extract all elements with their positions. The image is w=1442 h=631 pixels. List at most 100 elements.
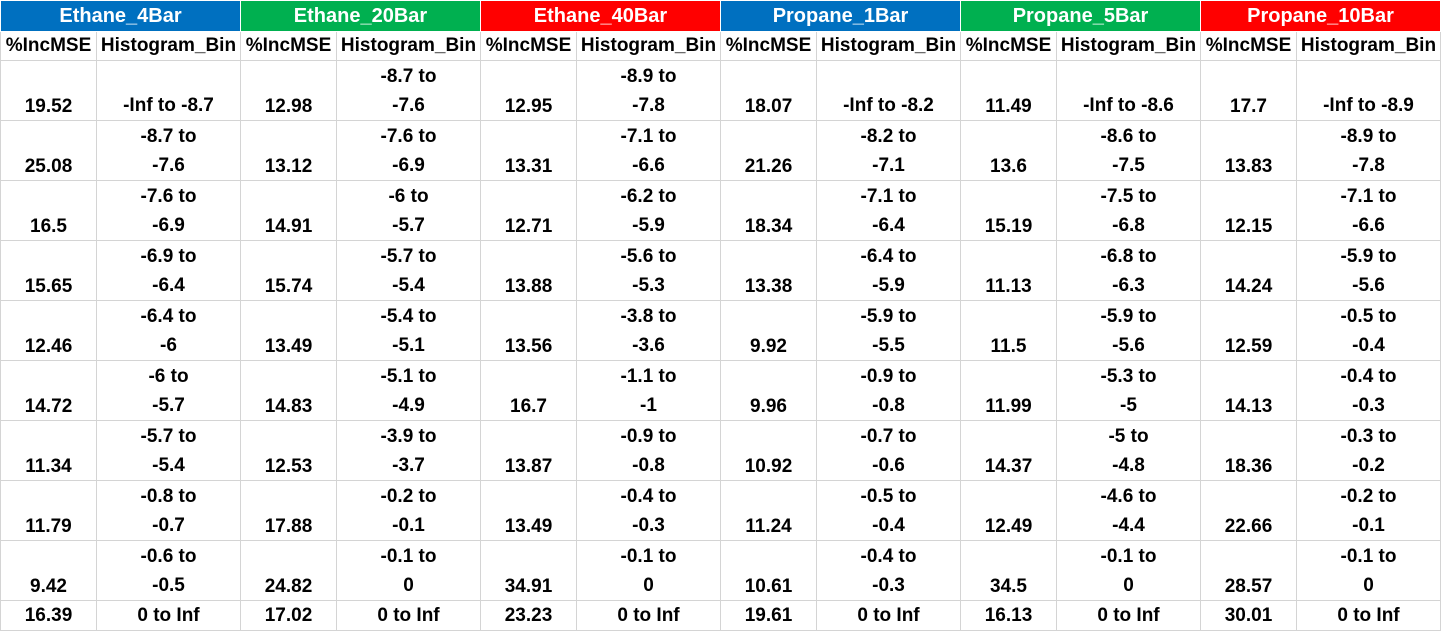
histogram-bin-cell[interactable]: -0.1 to 0 bbox=[1296, 540, 1441, 601]
histogram-bin-cell[interactable]: -6.4 to -6 bbox=[96, 300, 241, 361]
histogram-bin-cell[interactable]: -5.7 to -5.4 bbox=[96, 420, 241, 481]
incmse-cell[interactable]: 17.02 bbox=[240, 600, 337, 631]
incmse-cell[interactable]: 18.34 bbox=[720, 180, 817, 241]
incmse-cell[interactable]: 15.19 bbox=[960, 180, 1057, 241]
histogram-bin-cell[interactable]: -5.3 to -5 bbox=[1056, 360, 1201, 421]
group-title-cell[interactable]: Propane_1Bar bbox=[720, 0, 961, 32]
histogram-bin-cell[interactable]: -5.9 to -5.5 bbox=[816, 300, 961, 361]
histogram-bin-cell[interactable]: -8.9 to -7.8 bbox=[1296, 120, 1441, 181]
histogram-bin-cell[interactable]: -0.1 to 0 bbox=[1056, 540, 1201, 601]
histogram-bin-cell[interactable]: -7.5 to -6.8 bbox=[1056, 180, 1201, 241]
incmse-cell[interactable]: 24.82 bbox=[240, 540, 337, 601]
histogram-bin-cell[interactable]: -0.1 to 0 bbox=[576, 540, 721, 601]
incmse-cell[interactable]: 12.15 bbox=[1200, 180, 1297, 241]
histogram-bin-cell[interactable]: -Inf to -8.2 bbox=[816, 60, 961, 121]
incmse-cell[interactable]: 12.95 bbox=[480, 60, 577, 121]
incmse-cell[interactable]: 19.52 bbox=[0, 60, 97, 121]
histogram-bin-cell[interactable]: 0 to Inf bbox=[576, 600, 721, 631]
histogram-bin-cell[interactable]: -6 to -5.7 bbox=[336, 180, 481, 241]
histogram-bin-cell[interactable]: -6.2 to -5.9 bbox=[576, 180, 721, 241]
incmse-cell[interactable]: 10.92 bbox=[720, 420, 817, 481]
histogram-bin-cell[interactable]: -0.2 to -0.1 bbox=[1296, 480, 1441, 541]
histogram-bin-header-cell[interactable]: Histogram_Bin bbox=[96, 31, 241, 61]
histogram-bin-cell[interactable]: -5.6 to -5.3 bbox=[576, 240, 721, 301]
incmse-header-cell[interactable]: %IncMSE bbox=[240, 31, 337, 61]
incmse-cell[interactable]: 13.56 bbox=[480, 300, 577, 361]
incmse-cell[interactable]: 23.23 bbox=[480, 600, 577, 631]
incmse-cell[interactable]: 13.31 bbox=[480, 120, 577, 181]
histogram-bin-cell[interactable]: -0.3 to -0.2 bbox=[1296, 420, 1441, 481]
incmse-cell[interactable]: 12.53 bbox=[240, 420, 337, 481]
incmse-cell[interactable]: 13.12 bbox=[240, 120, 337, 181]
incmse-cell[interactable]: 14.37 bbox=[960, 420, 1057, 481]
incmse-cell[interactable]: 19.61 bbox=[720, 600, 817, 631]
histogram-bin-cell[interactable]: -6.9 to -6.4 bbox=[96, 240, 241, 301]
incmse-cell[interactable]: 12.98 bbox=[240, 60, 337, 121]
histogram-bin-cell[interactable]: -0.7 to -0.6 bbox=[816, 420, 961, 481]
incmse-cell[interactable]: 13.49 bbox=[240, 300, 337, 361]
histogram-bin-cell[interactable]: -1.1 to -1 bbox=[576, 360, 721, 421]
histogram-bin-cell[interactable]: 0 to Inf bbox=[1056, 600, 1201, 631]
incmse-cell[interactable]: 14.72 bbox=[0, 360, 97, 421]
histogram-bin-header-cell[interactable]: Histogram_Bin bbox=[336, 31, 481, 61]
incmse-cell[interactable]: 18.36 bbox=[1200, 420, 1297, 481]
incmse-cell[interactable]: 30.01 bbox=[1200, 600, 1297, 631]
histogram-bin-cell[interactable]: -5 to -4.8 bbox=[1056, 420, 1201, 481]
histogram-bin-cell[interactable]: -7.6 to -6.9 bbox=[96, 180, 241, 241]
incmse-cell[interactable]: 9.92 bbox=[720, 300, 817, 361]
histogram-bin-cell[interactable]: 0 to Inf bbox=[336, 600, 481, 631]
histogram-bin-cell[interactable]: -5.9 to -5.6 bbox=[1296, 240, 1441, 301]
histogram-bin-cell[interactable]: -5.4 to -5.1 bbox=[336, 300, 481, 361]
incmse-cell[interactable]: 12.46 bbox=[0, 300, 97, 361]
incmse-cell[interactable]: 10.61 bbox=[720, 540, 817, 601]
incmse-cell[interactable]: 16.7 bbox=[480, 360, 577, 421]
incmse-cell[interactable]: 34.91 bbox=[480, 540, 577, 601]
histogram-bin-cell[interactable]: -0.2 to -0.1 bbox=[336, 480, 481, 541]
incmse-cell[interactable]: 16.5 bbox=[0, 180, 97, 241]
incmse-cell[interactable]: 11.24 bbox=[720, 480, 817, 541]
incmse-cell[interactable]: 14.83 bbox=[240, 360, 337, 421]
incmse-header-cell[interactable]: %IncMSE bbox=[0, 31, 97, 61]
incmse-cell[interactable]: 16.39 bbox=[0, 600, 97, 631]
histogram-bin-cell[interactable]: 0 to Inf bbox=[816, 600, 961, 631]
incmse-cell[interactable]: 13.38 bbox=[720, 240, 817, 301]
histogram-bin-cell[interactable]: -0.6 to -0.5 bbox=[96, 540, 241, 601]
group-title-cell[interactable]: Propane_5Bar bbox=[960, 0, 1201, 32]
incmse-cell[interactable]: 22.66 bbox=[1200, 480, 1297, 541]
incmse-cell[interactable]: 14.91 bbox=[240, 180, 337, 241]
incmse-cell[interactable]: 12.59 bbox=[1200, 300, 1297, 361]
incmse-cell[interactable]: 18.07 bbox=[720, 60, 817, 121]
incmse-cell[interactable]: 9.96 bbox=[720, 360, 817, 421]
incmse-header-cell[interactable]: %IncMSE bbox=[960, 31, 1057, 61]
histogram-bin-cell[interactable]: -3.8 to -3.6 bbox=[576, 300, 721, 361]
incmse-cell[interactable]: 11.79 bbox=[0, 480, 97, 541]
histogram-bin-cell[interactable]: -6.8 to -6.3 bbox=[1056, 240, 1201, 301]
histogram-bin-cell[interactable]: -5.9 to -5.6 bbox=[1056, 300, 1201, 361]
histogram-bin-cell[interactable]: -3.9 to -3.7 bbox=[336, 420, 481, 481]
histogram-bin-cell[interactable]: -0.1 to 0 bbox=[336, 540, 481, 601]
incmse-cell[interactable]: 11.49 bbox=[960, 60, 1057, 121]
incmse-cell[interactable]: 11.5 bbox=[960, 300, 1057, 361]
incmse-cell[interactable]: 11.99 bbox=[960, 360, 1057, 421]
histogram-bin-cell[interactable]: -0.4 to -0.3 bbox=[576, 480, 721, 541]
incmse-cell[interactable]: 13.87 bbox=[480, 420, 577, 481]
histogram-bin-cell[interactable]: -6 to -5.7 bbox=[96, 360, 241, 421]
histogram-bin-cell[interactable]: -Inf to -8.9 bbox=[1296, 60, 1441, 121]
incmse-cell[interactable]: 13.83 bbox=[1200, 120, 1297, 181]
group-title-cell[interactable]: Propane_10Bar bbox=[1200, 0, 1441, 32]
incmse-cell[interactable]: 12.49 bbox=[960, 480, 1057, 541]
histogram-bin-cell[interactable]: 0 to Inf bbox=[96, 600, 241, 631]
histogram-bin-cell[interactable]: -7.6 to -6.9 bbox=[336, 120, 481, 181]
incmse-cell[interactable]: 12.71 bbox=[480, 180, 577, 241]
incmse-cell[interactable]: 34.5 bbox=[960, 540, 1057, 601]
histogram-bin-cell[interactable]: -6.4 to -5.9 bbox=[816, 240, 961, 301]
histogram-bin-cell[interactable]: -5.7 to -5.4 bbox=[336, 240, 481, 301]
incmse-header-cell[interactable]: %IncMSE bbox=[1200, 31, 1297, 61]
histogram-bin-cell[interactable]: -7.1 to -6.4 bbox=[816, 180, 961, 241]
incmse-cell[interactable]: 15.74 bbox=[240, 240, 337, 301]
incmse-cell[interactable]: 28.57 bbox=[1200, 540, 1297, 601]
histogram-bin-cell[interactable]: -8.6 to -7.5 bbox=[1056, 120, 1201, 181]
histogram-bin-cell[interactable]: -0.9 to -0.8 bbox=[576, 420, 721, 481]
incmse-cell[interactable]: 13.88 bbox=[480, 240, 577, 301]
incmse-cell[interactable]: 21.26 bbox=[720, 120, 817, 181]
